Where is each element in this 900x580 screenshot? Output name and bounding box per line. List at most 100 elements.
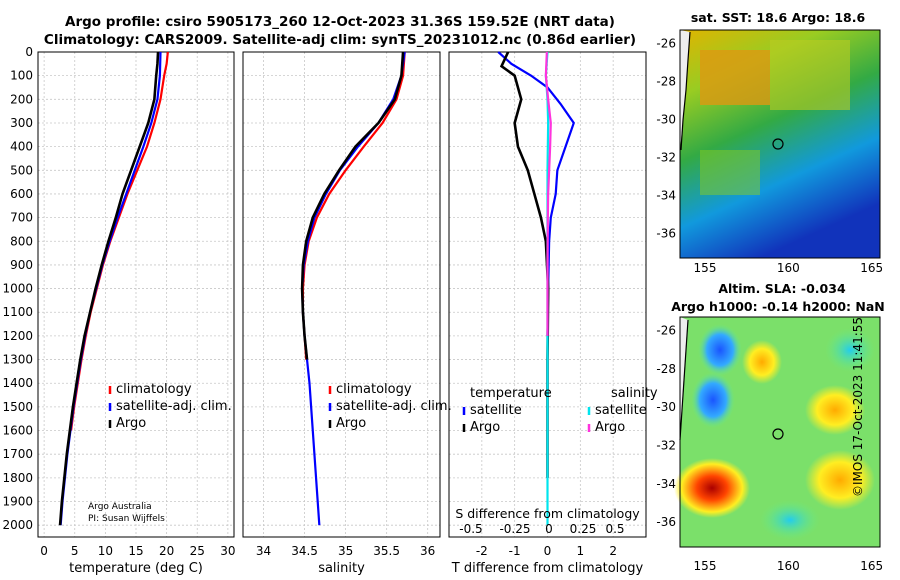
sst-warm-patch [700,50,770,105]
sla-eddy-8 [825,328,875,372]
y-tick-label: 1600 [2,424,33,438]
y-tick-label: 500 [10,163,33,177]
x-tick-label: 20 [159,544,174,558]
y-tick-label: 1900 [2,495,33,509]
y-tick-label: 1500 [2,400,33,414]
x-tick-label: 5 [71,544,79,558]
series-line-satellite-adj-clim- [300,51,406,526]
y-tick-label: 1700 [2,447,33,461]
map-x-tick-label: 165 [860,261,883,275]
x-tick-label: 2 [609,544,617,558]
y-tick-label: 300 [10,116,33,130]
sla-eddy-7 [760,500,820,540]
legend-label: satellite-adj. clim. [116,399,232,414]
sla-frame [679,316,881,548]
y-tick-label: 900 [10,258,33,272]
y-tick-label: 2000 [2,518,33,532]
legend-label: Argo [470,420,500,435]
map-y-tick-label: -32 [656,150,676,164]
map-y-tick-label: -36 [656,226,676,240]
x-tick-label: 30 [220,544,235,558]
sla-map-subtitle: Argo h1000: -0.14 h2000: NaN [671,299,885,314]
sla-eddy-3 [742,340,782,384]
x-axis-label-difference: T difference from climatology [451,561,644,576]
y-tick-label: 1100 [2,305,33,319]
map-y-tick-label: -30 [656,112,676,126]
x-tick-label: 0 [40,544,48,558]
x-axis-label-salinity: salinity [318,561,365,576]
legend-label: climatology [116,382,192,397]
x-tick-label: 0 [544,544,552,558]
series-line-s-argo [544,51,552,336]
y-tick-label: 1200 [2,329,33,343]
sst-warm-patch-2 [770,40,850,110]
legend-title-salinity: salinity [611,386,658,401]
y-tick-label: 1800 [2,471,33,485]
map-y-tick-label: -30 [656,400,676,414]
legend-label: Argo [116,416,146,431]
x-tick-label: 35.5 [373,544,400,558]
x-tick-label: -1 [509,544,521,558]
x-tick-label: -2 [476,544,488,558]
y-tick-label: 1400 [2,376,33,390]
x2-axis-label: S difference from climatology [455,506,640,521]
y-tick-label: 0 [25,45,33,59]
sst-map-title: sat. SST: 18.6 Argo: 18.6 [691,10,866,25]
y-tick-label: 600 [10,187,33,201]
y-tick-label: 400 [10,140,33,154]
map-x-tick-label: 155 [694,559,717,573]
y-tick-label: 1300 [2,353,33,367]
legend-title-temperature: temperature [470,386,552,401]
map-y-tick-label: -36 [656,515,676,529]
legend-label: Argo [595,420,625,435]
figure-title-line2: Climatology: CARS2009. Satellite-adj cli… [43,32,637,48]
map-x-tick-label: 160 [777,559,800,573]
series-line-argo [300,51,405,360]
panel-frame-salinity [242,51,441,538]
x-tick-label: 34 [256,544,271,558]
sla-eddy-4 [674,458,750,518]
map-x-tick-label: 155 [694,261,717,275]
map-y-tick-label: -28 [656,74,676,88]
legend-label: satellite-adj. clim. [336,399,452,414]
y-tick-label: 200 [10,92,33,106]
x2-tick-label: -0.5 [459,522,482,536]
map-y-tick-label: -28 [656,362,676,376]
sla-map: Altim. SLA: -0.034 Argo h1000: -0.14 h20… [671,281,885,548]
x-axis-label-temperature: temperature (deg C) [69,561,203,576]
map-y-tick-label: -26 [656,323,676,337]
sst-float-marker [772,138,784,150]
timestamp-stamp: ©IMOS 17-Oct-2023 11:41:55 [850,316,865,498]
legend-label: climatology [336,382,412,397]
map-x-tick-label: 165 [860,559,883,573]
credit-line1: Argo Australia [88,502,152,512]
legend-label: Argo [336,416,366,431]
credit-line2: PI: Susan Wijffels [88,514,165,524]
x2-tick-label: 0 [545,522,553,536]
panel-frame-temperature [37,51,235,538]
x2-tick-label: -0.25 [499,522,530,536]
x-tick-label: 36 [420,544,435,558]
x-tick-label: 10 [98,544,113,558]
x-tick-label: 1 [577,544,585,558]
map-y-tick-label: -34 [656,188,676,202]
map-x-tick-label: 160 [777,261,800,275]
sla-eddy-2 [691,372,735,428]
map-y-tick-label: -32 [656,438,676,452]
x-tick-label: 25 [190,544,205,558]
sla-map-title: Altim. SLA: -0.034 [718,281,846,296]
y-tick-label: 700 [10,211,33,225]
legend-label: satellite [595,403,647,418]
x2-tick-label: 0.25 [570,522,597,536]
sla-float-marker [772,428,784,440]
sst-map: sat. SST: 18.6 Argo: 18.6 [679,10,881,259]
y-tick-label: 100 [10,69,33,83]
sla-eddy-6 [805,385,865,435]
sst-mid-patch [700,150,760,195]
sst-coastline [680,31,691,151]
x2-tick-label: 0.5 [605,522,624,536]
sla-eddy-1 [698,324,742,376]
map-y-tick-label: -26 [656,36,676,50]
